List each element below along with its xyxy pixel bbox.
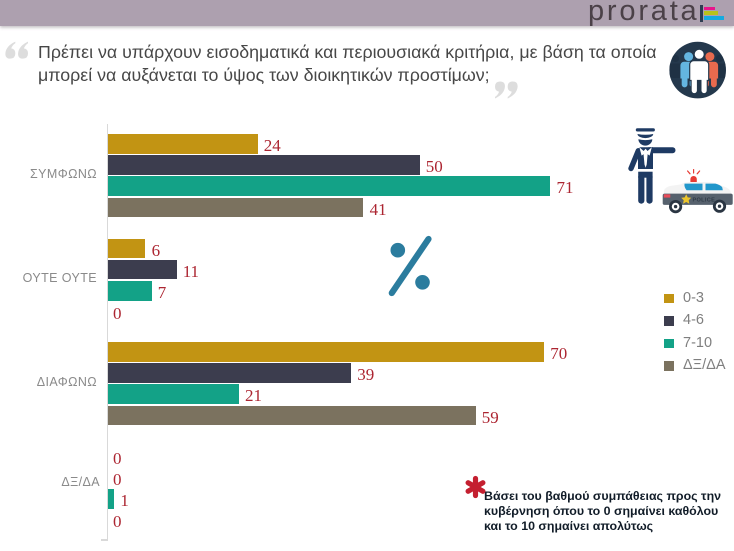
svg-text:POLICE: POLICE — [693, 197, 716, 203]
